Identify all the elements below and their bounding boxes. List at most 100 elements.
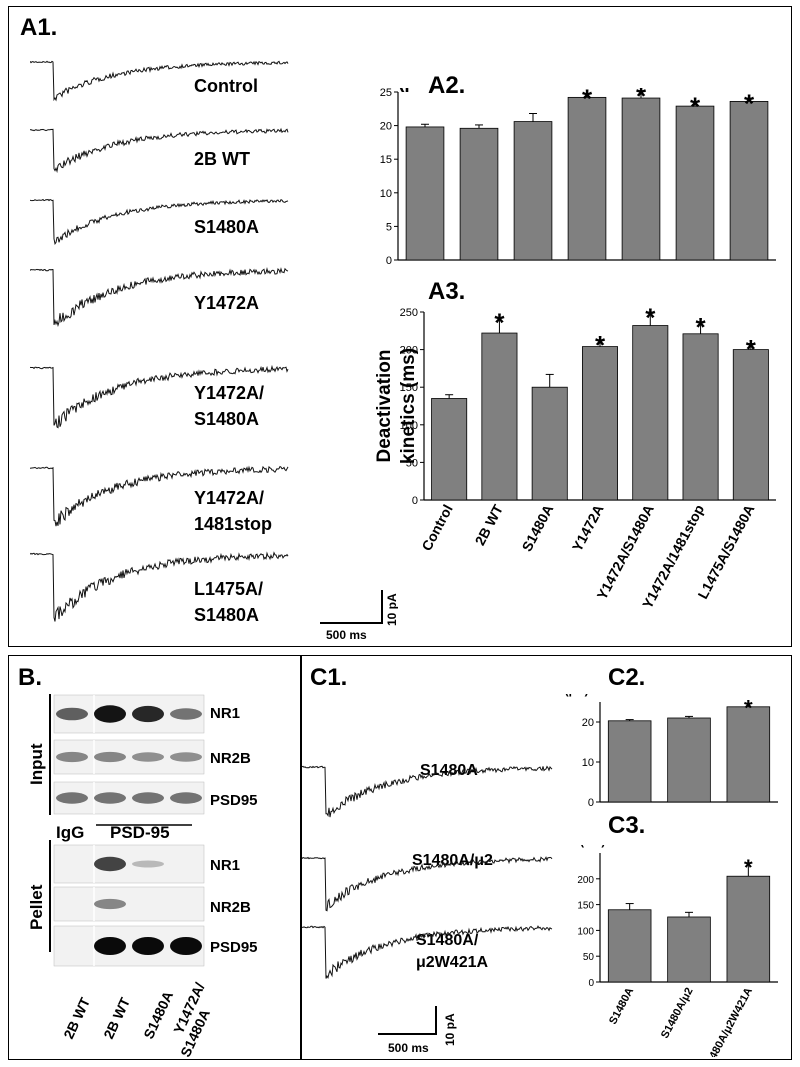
a1-trace-4: [30, 364, 289, 429]
y-axis-label: kinetics (ms): [398, 348, 419, 464]
blot-band: [132, 860, 164, 868]
chart-a3: 0 50 100 150 200 250 Control * 2B WT S1480A * Y1472…: [374, 302, 776, 611]
blot-igg-label: IgG: [56, 823, 84, 842]
blot-band: [170, 752, 202, 762]
x-tick-label-6: L1475A/S1480A: [694, 502, 757, 602]
blot-pellet-label: Pellet: [27, 884, 46, 930]
bar-2: [513, 121, 553, 261]
blot-pellet-nr1: NR1: [210, 857, 240, 874]
a1-trace-0: [30, 60, 289, 102]
bar-4: [632, 325, 669, 501]
x-tick-label-0: S1480A: [607, 986, 636, 1027]
y-tick-label: 20: [380, 121, 392, 133]
blot-pellet-nr2b: NR2B: [210, 899, 251, 916]
blot-strip: [53, 844, 205, 884]
label-c3: C3.: [608, 812, 646, 839]
blot-psd95-ip-label: PSD-95: [110, 823, 170, 842]
sig-star-4: *: [636, 88, 647, 111]
bar-3: [581, 346, 618, 501]
bar-0: [431, 398, 468, 501]
c1-traces: [302, 765, 553, 979]
blot-band: [170, 937, 202, 955]
blot-figure: Input Pellet IgG PSD-95 NR1 NR2B PSD95 N…: [27, 694, 258, 1058]
a1-label-control: Control: [194, 76, 258, 96]
blot-band: [132, 705, 164, 723]
a1-label-y1472a-s1480a: Y1472A/S1480A: [194, 383, 265, 429]
x-tick-label-0: Control: [418, 502, 455, 553]
chart-c2: 0 10 20 * Amp. (pA): [560, 694, 778, 806]
blot-lane-2: 2B WT: [100, 995, 133, 1042]
c1-scalebar: 500 ms 10 pA: [378, 1006, 457, 1055]
chart-c3: 0 50 100 150 200 S1480A S1480A/μ2 * S1480A/μ2W42…: [560, 845, 778, 1057]
blot-band: [132, 792, 164, 804]
blot-band: [94, 751, 126, 763]
a1-scalebar-current: 10 pA: [385, 593, 398, 626]
blot-band: [56, 751, 88, 763]
label-b: B.: [18, 664, 42, 691]
y-tick-label: 200: [400, 345, 418, 357]
bar-0: [607, 720, 652, 803]
blot-pellet-psd95: PSD95: [210, 939, 258, 956]
y-tick-label: 0: [588, 978, 594, 989]
blot-band: [170, 792, 202, 804]
sig-star-2: *: [744, 695, 753, 720]
blot-input-label: Input: [27, 743, 46, 785]
a1-trace-6: [30, 551, 289, 622]
y-axis-label: Amp. (pA): [560, 694, 589, 697]
c1-trace-2: [302, 925, 553, 979]
sig-star-5: *: [696, 312, 707, 342]
bar-2: [726, 706, 771, 803]
panel-c: [300, 655, 792, 1060]
y-tick-label: 100: [400, 420, 418, 432]
sig-star-6: *: [746, 334, 757, 364]
y-tick-label: 25: [380, 88, 392, 99]
a1-trace-3: [30, 267, 289, 327]
blot-band: [94, 792, 126, 804]
a1-label-s1480a: S1480A: [194, 217, 260, 237]
bar-1: [667, 717, 711, 803]
blot-band: [56, 707, 88, 721]
sig-star-6: *: [744, 88, 755, 118]
bar-0: [405, 126, 445, 261]
x-tick-label-1: S1480A/μ2: [659, 986, 696, 1041]
blot-band: [94, 705, 126, 723]
a1-trace-5: [30, 465, 289, 527]
label-a3: A3.: [428, 278, 466, 305]
a1-label-y1472a: Y1472A: [194, 293, 260, 313]
a1-scalebar-time: 500 ms: [326, 628, 367, 640]
y-tick-label: 5: [386, 221, 392, 233]
bar-6: [729, 101, 769, 261]
y-tick-label: 250: [400, 307, 418, 319]
y-axis-label: Deact. Kin. (ms): [560, 845, 605, 848]
blot-strip: [53, 886, 205, 922]
y-tick-label: 0: [412, 495, 418, 507]
bar-6: [732, 349, 769, 501]
a1-label-l1475a-s1480a: L1475A/S1480A: [194, 579, 264, 625]
y-tick-label: 150: [400, 382, 418, 394]
panel-b: [8, 655, 302, 1060]
bar-0: [607, 909, 652, 983]
sig-star-3: *: [582, 88, 593, 114]
bar-3: [567, 96, 607, 261]
label-c2: C2.: [608, 664, 646, 691]
bar-2: [531, 386, 568, 501]
a1-trace-2: [30, 198, 289, 246]
label-a2: A2.: [428, 72, 466, 99]
y-tick-label: 200: [577, 875, 594, 886]
bar-5: [682, 333, 719, 501]
blot-input-nr2b: NR2B: [210, 750, 251, 767]
x-tick-label-1: 2B WT: [471, 502, 506, 548]
blot-band: [170, 708, 202, 720]
bar-5: [675, 105, 715, 261]
x-tick-label-2: S1480A/μ2W421A: [701, 986, 755, 1057]
bar-2: [726, 875, 771, 983]
blot-band: [132, 752, 164, 762]
c1-trace-1: [302, 856, 553, 912]
y-axis-label: Deactivation: [374, 350, 395, 463]
c1-scalebar-current: 10 pA: [443, 1013, 457, 1046]
panel-a: [8, 6, 792, 647]
blot-lane-1: 2B WT: [60, 995, 93, 1042]
x-tick-label-2: S1480A: [518, 502, 556, 554]
x-tick-label-3: Y1472A: [569, 502, 607, 554]
blot-band: [56, 792, 88, 804]
